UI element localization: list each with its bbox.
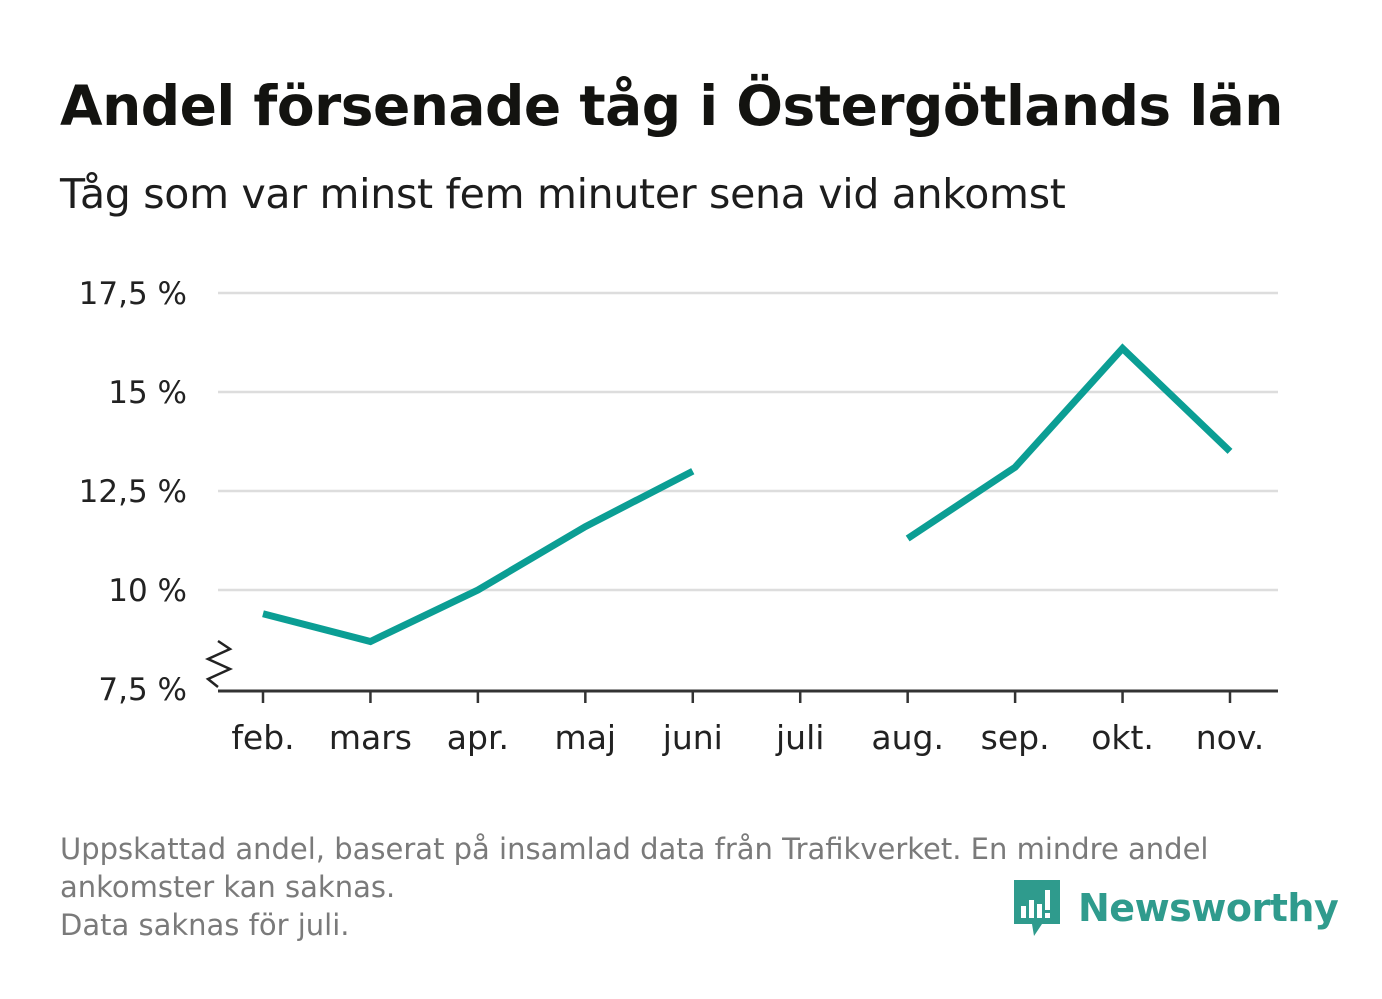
chart-subtitle: Tåg som var minst fem minuter sena vid a… xyxy=(60,170,1066,218)
y-tick-label: 17,5 % xyxy=(79,276,187,312)
series-lines xyxy=(262,343,1233,646)
x-tick-label: juli xyxy=(775,718,824,757)
y-axis-break-icon xyxy=(204,639,234,688)
chart-title: Andel försenade tåg i Östergötlands län xyxy=(60,74,1283,138)
x-tick-label: mars xyxy=(329,718,412,757)
y-tick-label: 15 % xyxy=(108,375,187,411)
y-tick-label: 12,5 % xyxy=(79,474,187,510)
footnote: Uppskattad andel, baserat på insamlad da… xyxy=(60,830,1310,944)
x-tick-label: sep. xyxy=(981,718,1050,757)
x-tick-label: feb. xyxy=(231,718,294,757)
series-line xyxy=(262,468,695,646)
grid-lines xyxy=(218,291,1278,592)
footnote-line: Uppskattad andel, baserat på insamlad da… xyxy=(60,832,1209,866)
x-tick-label: apr. xyxy=(447,718,509,757)
brand-name: Newsworthy xyxy=(1078,886,1339,930)
y-axis-ticks: 7,5 % 10 % 12,5 % 15 % 17,5 % xyxy=(79,276,187,708)
x-tick-label: juni xyxy=(662,718,723,757)
line-chart: 7,5 % 10 % 12,5 % 15 % 17,5 % feb. mars apr. ma… xyxy=(79,276,1278,757)
y-tick-label: 7,5 % xyxy=(98,672,187,708)
y-tick-label: 10 % xyxy=(108,573,187,609)
footnote-line: Data saknas för juli. xyxy=(60,908,350,942)
x-tick-label: nov. xyxy=(1196,718,1265,757)
x-axis-ticks: feb. mars apr. maj juni juli aug. sep. okt. nov. xyxy=(231,691,1264,757)
brand-logo: Newsworthy xyxy=(1012,878,1339,938)
series-line xyxy=(905,343,1233,542)
x-tick-label: aug. xyxy=(871,718,944,757)
footnote-line: ankomster kan saknas. xyxy=(60,870,396,904)
newsworthy-logo-icon xyxy=(1014,880,1060,936)
x-tick-label: okt. xyxy=(1091,718,1154,757)
x-tick-label: maj xyxy=(555,718,617,757)
